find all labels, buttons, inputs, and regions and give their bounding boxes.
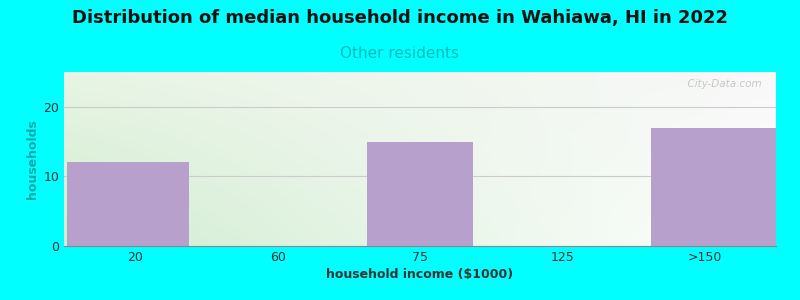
Text: Other residents: Other residents bbox=[341, 46, 459, 62]
X-axis label: household income ($1000): household income ($1000) bbox=[326, 268, 514, 281]
Bar bbox=[366, 142, 474, 246]
Bar bbox=[82, 163, 189, 246]
Text: Distribution of median household income in Wahiawa, HI in 2022: Distribution of median household income … bbox=[72, 9, 728, 27]
Bar bbox=[651, 128, 758, 246]
Bar bbox=[67, 163, 188, 246]
Y-axis label: households: households bbox=[26, 119, 39, 199]
Text: City-Data.com: City-Data.com bbox=[681, 79, 762, 89]
Bar bbox=[650, 128, 776, 246]
